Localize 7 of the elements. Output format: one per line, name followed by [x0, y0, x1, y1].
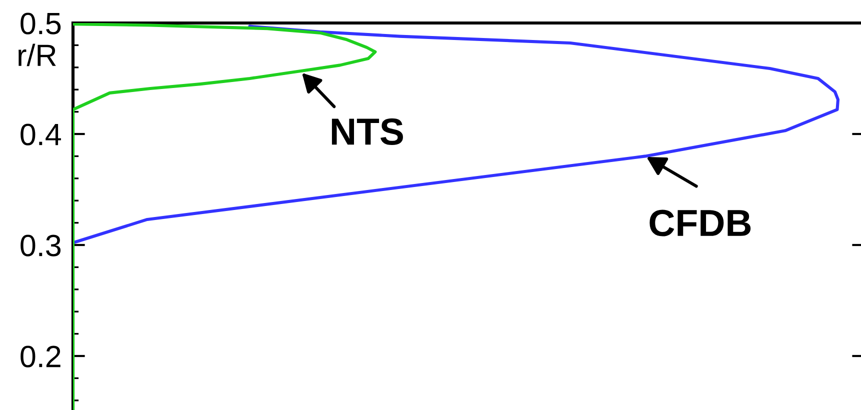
- y-tick-label: 0.5: [20, 12, 61, 34]
- y-tick-label: 0.4: [20, 124, 61, 146]
- y-tick-label: 0.2: [20, 346, 60, 368]
- annotation: NTS: [332, 118, 403, 145]
- y-tick-label: 0.3: [20, 234, 61, 256]
- y-axis-title: r/R: [18, 44, 56, 66]
- annotation: CFDB: [650, 210, 751, 236]
